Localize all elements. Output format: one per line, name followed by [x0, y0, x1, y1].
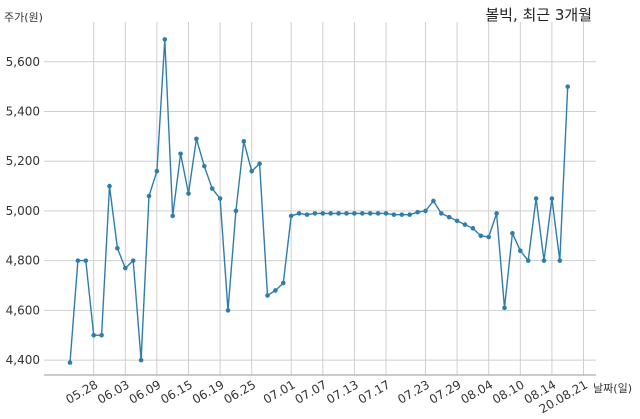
data-point — [91, 332, 96, 338]
data-point — [407, 212, 413, 217]
data-point — [170, 213, 175, 219]
x-tick-label: 07.07 — [293, 377, 330, 406]
x-tick-label: 07.01 — [261, 377, 298, 406]
y-tick-label: 4,800 — [6, 254, 40, 268]
data-point — [241, 139, 247, 144]
x-tick-label: 06.15 — [158, 377, 195, 406]
data-point — [107, 183, 112, 189]
data-point — [67, 360, 73, 365]
data-point — [194, 136, 199, 142]
data-point — [446, 214, 452, 220]
data-point — [328, 211, 334, 216]
data-point — [478, 233, 484, 239]
data-point — [146, 193, 152, 199]
x-tick-label: 08.04 — [458, 377, 495, 406]
data-point — [115, 245, 120, 251]
x-tick-label: 08.10 — [490, 377, 527, 406]
data-point — [233, 208, 239, 214]
data-point — [202, 163, 207, 169]
x-tick-label: 06.19 — [190, 377, 227, 406]
y-tick-label: 5,400 — [6, 104, 40, 118]
data-point — [541, 258, 547, 263]
data-point — [257, 161, 262, 166]
data-point — [83, 258, 89, 263]
data-point — [336, 211, 341, 216]
x-tick-label: 06.25 — [221, 377, 258, 406]
data-point — [296, 211, 302, 216]
data-point — [217, 196, 223, 201]
x-tick-label: 07.13 — [324, 377, 361, 406]
x-tick-label: 07.29 — [427, 377, 464, 406]
data-point — [391, 212, 397, 217]
data-point — [186, 191, 191, 196]
data-point — [225, 308, 231, 313]
data-point — [288, 213, 294, 219]
data-point — [162, 37, 168, 42]
x-tick-label: 05.28 — [63, 377, 100, 406]
x-tick-label: 07.23 — [395, 377, 432, 406]
data-point — [383, 211, 389, 216]
x-tick-label: 07.17 — [356, 377, 393, 406]
data-point — [312, 211, 318, 216]
data-point — [431, 198, 436, 204]
data-point — [344, 211, 349, 216]
data-point — [510, 231, 515, 236]
data-point — [209, 186, 215, 191]
data-point — [281, 280, 286, 286]
data-point — [549, 196, 555, 201]
data-point — [470, 226, 476, 231]
data-point — [320, 211, 326, 216]
data-point — [494, 211, 499, 216]
data-point — [399, 212, 405, 217]
data-point — [565, 84, 570, 89]
data-point — [249, 168, 254, 174]
y-axis-label: 주가(원) — [4, 11, 43, 24]
grid-lines — [44, 22, 596, 375]
data-point — [352, 211, 357, 216]
data-point — [518, 248, 523, 254]
data-point — [462, 222, 468, 227]
data-point — [525, 258, 531, 263]
x-axis-label: 날짜(일) — [593, 382, 632, 395]
data-point — [273, 288, 278, 293]
data-point — [423, 208, 428, 214]
x-tick-label: 06.09 — [127, 377, 164, 406]
data-point — [360, 211, 365, 216]
data-point — [557, 258, 563, 263]
data-point — [138, 357, 144, 363]
data-point — [75, 258, 81, 263]
data-point — [123, 265, 128, 271]
y-tick-label: 5,200 — [6, 154, 40, 168]
series — [67, 37, 570, 365]
data-point — [154, 168, 160, 174]
data-point — [367, 211, 373, 216]
x-tick-label: 06.03 — [95, 377, 132, 406]
data-point — [375, 211, 381, 216]
y-tick-label: 5,000 — [6, 204, 40, 218]
data-point — [486, 234, 492, 240]
y-tick-label: 5,600 — [6, 55, 40, 69]
data-point — [439, 211, 444, 216]
data-point — [454, 218, 460, 224]
data-point — [99, 332, 104, 338]
y-tick-label: 4,600 — [6, 303, 40, 317]
data-point — [130, 258, 136, 263]
y-tick-labels: 4,400 4,600 4,800 5,000 5,200 5,400 5,600 — [6, 55, 40, 367]
data-point — [533, 196, 539, 201]
data-point — [265, 293, 270, 298]
y-tick-label: 4,400 — [6, 353, 40, 367]
price-line — [69, 39, 569, 363]
chart-title: 볼빅, 최근 3개월 — [485, 6, 592, 24]
data-point — [502, 305, 507, 311]
data-point — [415, 209, 420, 215]
data-point — [178, 151, 183, 157]
data-point — [304, 212, 310, 217]
